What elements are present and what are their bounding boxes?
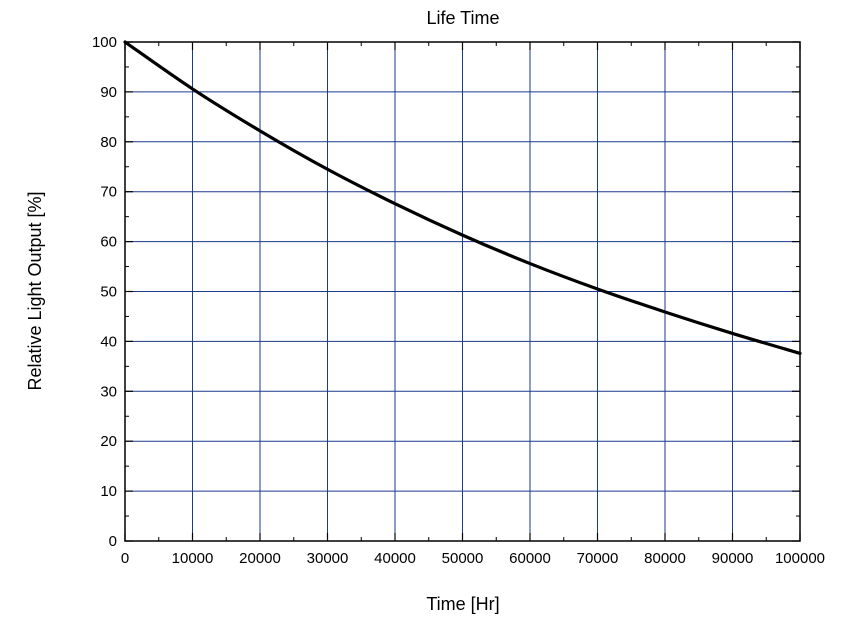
x-tick-label: 50000 [442,550,484,567]
x-tick-label: 0 [121,550,129,567]
y-tick-label: 10 [100,483,117,500]
series-line [123,40,802,355]
y-tick-label: 0 [109,533,117,550]
grid-lines [125,42,800,541]
y-axis-label: Relative Light Output [%] [25,191,45,390]
x-axis-label: Time [Hr] [426,594,499,614]
x-tick-label: 90000 [712,550,754,567]
x-tick-label: 100000 [775,550,825,567]
y-tick-label: 30 [100,383,117,400]
y-tick-labels: 0 10 20 30 40 50 60 70 80 90 100 [92,34,117,550]
y-tick-label: 50 [100,284,117,301]
x-tick-label: 80000 [644,550,686,567]
x-tick-label: 40000 [374,550,416,567]
y-tick-label: 70 [100,184,117,201]
y-tick-label: 40 [100,333,117,350]
y-tick-label: 90 [100,84,117,101]
x-tick-label: 20000 [239,550,281,567]
x-tick-label: 60000 [509,550,551,567]
y-tick-label: 80 [100,134,117,151]
x-tick-label: 70000 [577,550,619,567]
y-tick-label: 100 [92,34,117,51]
y-tick-label: 60 [100,234,117,251]
x-tick-labels: 0 10000 20000 30000 40000 50000 60000 70000 8000… [121,550,825,567]
data-series [123,40,802,355]
x-tick-label: 30000 [307,550,349,567]
chart-title: Life Time [426,8,499,28]
plot-frame [124,41,801,542]
x-tick-label: 10000 [172,550,214,567]
y-tick-label: 20 [100,433,117,450]
